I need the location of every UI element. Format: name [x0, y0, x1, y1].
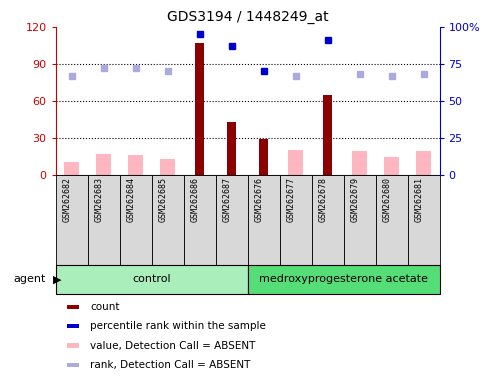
Text: GSM262677: GSM262677: [286, 177, 296, 222]
Bar: [160, 159, 175, 175]
Text: count: count: [90, 302, 120, 312]
Bar: [184, 175, 215, 265]
Text: value, Detection Call = ABSENT: value, Detection Call = ABSENT: [90, 341, 256, 351]
Bar: [120, 175, 152, 265]
Text: rank, Detection Call = ABSENT: rank, Detection Call = ABSENT: [90, 360, 251, 370]
Text: GSM262685: GSM262685: [158, 177, 168, 222]
Bar: [280, 175, 312, 265]
Text: agent: agent: [14, 274, 46, 285]
Bar: [259, 139, 268, 175]
Bar: [343, 175, 376, 265]
Bar: [384, 157, 399, 175]
Text: GSM262683: GSM262683: [95, 177, 103, 222]
Bar: [56, 265, 248, 294]
Bar: [56, 175, 87, 265]
Bar: [152, 175, 184, 265]
Text: control: control: [132, 274, 171, 285]
Bar: [215, 175, 248, 265]
Bar: [408, 175, 440, 265]
Bar: [227, 122, 236, 175]
Bar: [87, 175, 120, 265]
Bar: [67, 343, 79, 348]
Bar: [128, 155, 143, 175]
Text: ▶: ▶: [53, 274, 62, 285]
Bar: [312, 175, 343, 265]
Text: GSM262684: GSM262684: [127, 177, 136, 222]
Bar: [67, 305, 79, 309]
Text: GSM262676: GSM262676: [255, 177, 264, 222]
Bar: [416, 151, 431, 175]
Text: GSM262678: GSM262678: [318, 177, 327, 222]
Text: GSM262686: GSM262686: [190, 177, 199, 222]
Text: medroxyprogesterone acetate: medroxyprogesterone acetate: [259, 274, 428, 285]
Bar: [96, 154, 111, 175]
Text: GSM262681: GSM262681: [414, 177, 424, 222]
Text: percentile rank within the sample: percentile rank within the sample: [90, 321, 266, 331]
Bar: [288, 150, 303, 175]
Bar: [195, 43, 204, 175]
Bar: [352, 151, 367, 175]
Bar: [248, 265, 440, 294]
Title: GDS3194 / 1448249_at: GDS3194 / 1448249_at: [167, 10, 328, 25]
Text: GSM262687: GSM262687: [223, 177, 231, 222]
Bar: [323, 94, 332, 175]
Bar: [248, 175, 280, 265]
Text: GSM262682: GSM262682: [62, 177, 71, 222]
Bar: [64, 162, 79, 175]
Bar: [67, 324, 79, 328]
Bar: [376, 175, 408, 265]
Text: GSM262679: GSM262679: [351, 177, 359, 222]
Bar: [67, 362, 79, 367]
Text: GSM262680: GSM262680: [383, 177, 392, 222]
